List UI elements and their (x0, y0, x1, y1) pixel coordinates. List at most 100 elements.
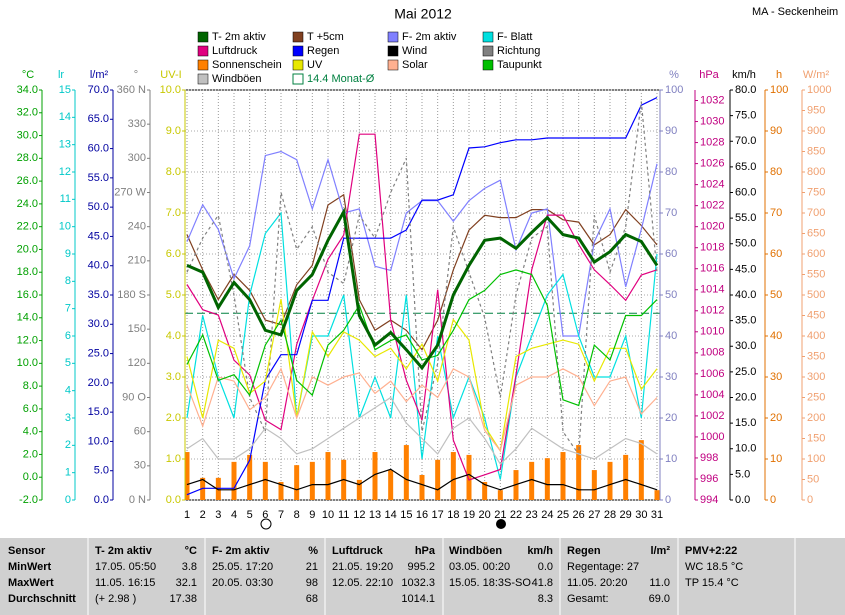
bar (435, 459, 441, 500)
bar (184, 452, 190, 500)
x-tick-label: 26 (573, 509, 585, 521)
x-tick-label: 18 (447, 509, 459, 521)
y-tick-label: 1 (65, 467, 71, 479)
y-tick-label: 1000 (807, 84, 831, 96)
bar (591, 470, 597, 500)
y-tick-label: 24.0 (17, 198, 38, 210)
x-tick-label: 15 (400, 509, 412, 521)
y-tick-label: 32.0 (17, 107, 38, 119)
y-tick-label: 16.0 (17, 289, 38, 301)
y-tick-label: 2.0 (23, 448, 38, 460)
series-line (186, 367, 658, 453)
y-tick-label: 270 W (114, 186, 146, 198)
y-tick-label: 850 (807, 145, 825, 157)
x-tick-label: 21 (494, 509, 506, 521)
legend-swatch (387, 59, 399, 71)
y-tick-label: 994 (700, 494, 718, 506)
y-tick-label: 240 (128, 221, 146, 233)
table-header: Windböen (449, 545, 502, 557)
bar (294, 465, 300, 500)
chart-title: Mai 2012 (394, 6, 452, 22)
y-tick-label: 10.0 (160, 84, 181, 96)
y-tick-label: 7.0 (166, 207, 181, 219)
y-tick-label: 1026 (700, 157, 724, 169)
bar (325, 452, 331, 500)
table-cell: 32.1 (176, 577, 197, 589)
x-tick-label: 20 (479, 509, 491, 521)
axis-unit: h (776, 69, 782, 81)
series-line (186, 211, 658, 480)
bar (529, 461, 535, 500)
full-moon-icon (260, 518, 272, 530)
legend-swatch (197, 31, 209, 43)
y-tick-label: 10 (59, 221, 71, 233)
axis-unit: W/m² (803, 69, 830, 81)
y-tick-label: 450 (807, 309, 825, 321)
y-tick-label: 1028 (700, 136, 724, 148)
y-tick-label: 8.0 (166, 166, 181, 178)
series-line (186, 207, 659, 371)
y-tick-label: 600 (807, 248, 825, 260)
y-tick-label: 4 (65, 385, 71, 397)
new-moon-icon (496, 519, 506, 529)
y-tick-label: 65.0 (735, 161, 756, 173)
bar (576, 445, 582, 500)
y-tick-label: 500 (807, 289, 825, 301)
y-tick-label: 55.0 (735, 212, 756, 224)
bar (607, 461, 613, 500)
y-tick-label: 20.0 (735, 391, 756, 403)
series-line (186, 133, 658, 481)
x-tick-label: 28 (604, 509, 616, 521)
legend-swatch (482, 45, 494, 57)
table-cell: 11.0 (649, 577, 670, 589)
x-tick-label: 23 (526, 509, 538, 521)
y-tick-label: 50 (665, 289, 677, 301)
y-tick-label: 250 (807, 391, 825, 403)
y-tick-label: 40.0 (735, 289, 756, 301)
y-tick-label: 75.0 (735, 110, 756, 122)
y-tick-label: 13 (59, 139, 71, 151)
legend-swatch (292, 59, 304, 71)
axis-unit: °C (22, 69, 34, 81)
y-tick-label: 150 (807, 432, 825, 444)
y-tick-label: 20 (770, 412, 782, 424)
y-tick-label: 30.0 (17, 129, 38, 141)
legend-label: F- 2m aktiv (402, 31, 457, 43)
y-tick-label: 550 (807, 268, 825, 280)
y-tick-label: 9 (65, 248, 71, 260)
legend-label: Solar (402, 59, 428, 71)
y-tick-label: 1006 (700, 368, 724, 380)
x-tick-label: 25 (557, 509, 569, 521)
y-tick-label: 55.0 (88, 172, 109, 184)
y-tick-label: 20.0 (88, 377, 109, 389)
y-tick-label: 50 (770, 289, 782, 301)
y-tick-label: 8.0 (23, 380, 38, 392)
y-tick-label: 1002 (700, 410, 724, 422)
table-cell: 21 (306, 561, 318, 573)
x-tick-label: 8 (294, 509, 300, 521)
y-tick-label: 1000 (700, 431, 724, 443)
table-cell: 15.05. 18:3S-SO (449, 577, 531, 589)
table-header: Luftdruck (332, 545, 384, 557)
table-cell: 995.2 (407, 561, 435, 573)
y-tick-label: 150 (128, 323, 146, 335)
bar (638, 440, 644, 500)
table-cell: MaxWert (8, 577, 54, 589)
y-tick-label: 0 (665, 494, 671, 506)
legend-swatch (197, 73, 209, 85)
bar (388, 470, 394, 500)
y-tick-label: 0 (807, 494, 813, 506)
axis-unit: % (669, 69, 679, 81)
y-tick-label: 15.0 (88, 406, 109, 418)
y-tick-label: 12.0 (17, 334, 38, 346)
y-tick-label: 90 O (122, 391, 146, 403)
y-tick-label: 30 (665, 371, 677, 383)
x-tick-label: 24 (541, 509, 553, 521)
table-header: Regen (567, 545, 601, 557)
table-header: T- 2m aktiv (95, 545, 153, 557)
y-tick-label: 2.0 (166, 412, 181, 424)
y-tick-label: 800 (807, 166, 825, 178)
table-cell: 03.05. 00:20 (449, 561, 510, 573)
legend-label: Windböen (212, 73, 262, 85)
